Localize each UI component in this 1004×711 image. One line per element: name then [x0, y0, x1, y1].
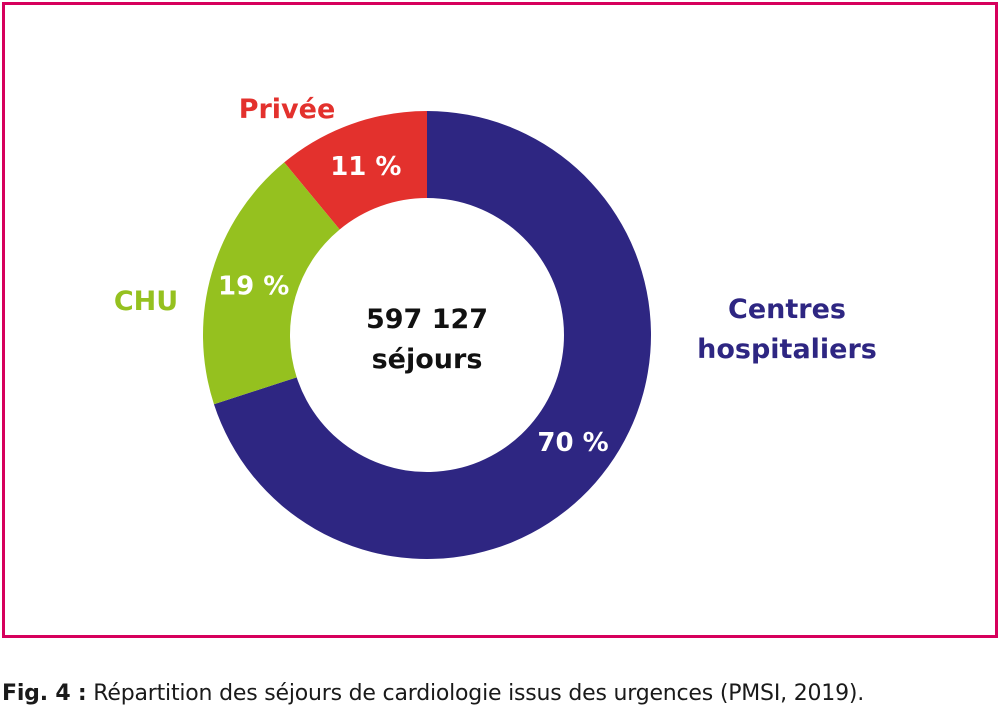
- category-label-centres-hospitaliers: Centres hospitaliers: [697, 294, 877, 365]
- center-total-text: 597 127 séjours: [366, 304, 488, 375]
- slice-privee: [284, 111, 427, 230]
- slice-centres-hospitaliers: [213, 111, 652, 559]
- slice-chu: [203, 162, 340, 405]
- value-labels: 11 % 70 % 19 %: [218, 152, 609, 458]
- category-label-chu: CHU: [114, 286, 178, 317]
- category-labels: Privée Centres hospitaliers CHU: [114, 94, 877, 365]
- donut-chart: 11 % 70 % 19 % Privée Centres hospitaliers CH…: [114, 94, 877, 559]
- value-label-centres-hospitaliers: 70 %: [537, 428, 608, 458]
- donut-slices: [203, 111, 652, 559]
- value-label-privee: 11 %: [330, 152, 401, 182]
- figure-caption: Fig. 4 : Répartition des séjours de card…: [2, 681, 864, 706]
- category-label-privee: Privée: [239, 94, 336, 125]
- caption-text: Répartition des séjours de cardiologie i…: [93, 681, 865, 706]
- value-label-chu: 19 %: [218, 272, 289, 302]
- caption-label: Fig. 4 :: [2, 681, 87, 706]
- center-total: 597 127 séjours: [366, 304, 488, 375]
